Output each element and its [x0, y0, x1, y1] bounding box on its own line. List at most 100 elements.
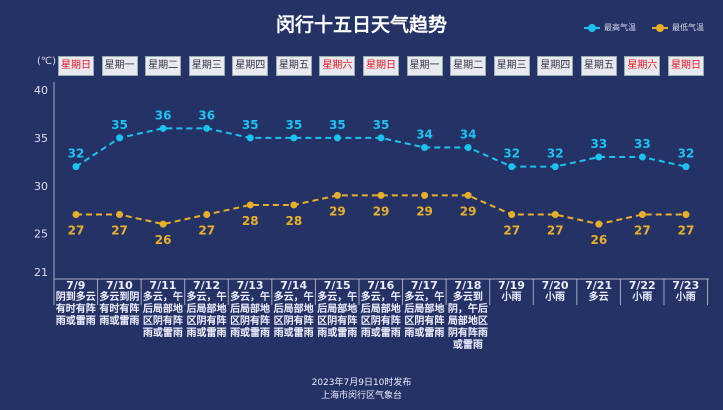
date-label: 7/9 [66, 279, 86, 292]
high-temp-point[interactable] [116, 134, 124, 142]
weekday-label: 星期二 [145, 56, 182, 76]
condition-text: 多云到阴有时有阵雨或雷雨 [99, 292, 140, 327]
date-label: 7/18 [454, 279, 482, 292]
date-label: 7/12 [193, 279, 220, 292]
low-temp-label: 29 [329, 204, 346, 218]
condition-text: 多云，午后局部地区阴有阵雨或雷雨 [360, 292, 401, 339]
condition-text: 多云，午后局部地区阴有阵雨或雷雨 [317, 292, 358, 339]
condition-text: 小雨 [632, 292, 653, 303]
weekday-label: 星期三 [493, 56, 530, 76]
high-temp-label: 33 [634, 137, 651, 151]
condition-text: 多云，午后局部地区阴有阵雨或雷雨 [186, 292, 227, 339]
weekday-label: 星期六 [624, 56, 661, 76]
low-temp-point[interactable] [290, 201, 298, 209]
low-temp-label: 28 [242, 214, 259, 228]
high-temp-point[interactable] [638, 153, 646, 161]
weekday-label: 星期六 [319, 56, 356, 76]
low-temp-line [76, 194, 686, 226]
day-column: 7/19 小雨 [490, 279, 534, 304]
high-temp-point[interactable] [682, 163, 690, 171]
high-temp-point[interactable] [464, 143, 472, 151]
high-temp-point[interactable] [508, 163, 516, 171]
low-temp-label: 27 [547, 224, 564, 238]
high-temp-point[interactable] [159, 124, 167, 132]
date-label: 7/22 [628, 279, 656, 292]
date-label: 7/16 [367, 279, 395, 292]
legend-high-label: 最高气温 [604, 23, 636, 32]
day-column: 7/11 多云，午后局部地区阴有阵雨或雷雨 [141, 279, 185, 340]
day-column: 7/10 多云到阴有时有阵雨或雷雨 [98, 279, 142, 328]
low-temp-point[interactable] [203, 211, 211, 219]
high-temp-label: 34 [416, 127, 433, 141]
high-temp-point[interactable] [290, 134, 298, 142]
date-label: 7/20 [541, 279, 569, 292]
date-label: 7/14 [280, 279, 308, 292]
legend-low[interactable]: 最低气温 [652, 22, 704, 33]
low-temp-point[interactable] [464, 191, 472, 199]
low-temp-label: 29 [460, 204, 477, 218]
low-temp-label: 27 [198, 224, 215, 238]
chart-title: 闵行十五日天气趋势 [275, 14, 447, 36]
weekday-label: 星期一 [406, 56, 443, 76]
high-temp-label: 36 [198, 108, 215, 122]
condition-text: 多云 [588, 292, 609, 303]
low-temp-point[interactable] [638, 211, 646, 219]
low-temp-point[interactable] [333, 191, 341, 199]
high-temp-point[interactable] [551, 163, 559, 171]
high-temp-point[interactable] [595, 153, 603, 161]
weekday-label: 星期二 [450, 56, 487, 76]
high-temp-point[interactable] [333, 134, 341, 142]
weekday-label: 星期四 [232, 56, 269, 76]
condition-text: 多云，午后局部地区阴有阵雨或雷雨 [404, 292, 445, 339]
condition-text: 小雨 [675, 292, 696, 303]
legend-high[interactable]: 最高气温 [584, 22, 636, 33]
low-temp-label: 27 [68, 224, 85, 238]
weekday-label: 星期四 [537, 56, 574, 76]
legend-low-label: 最低气温 [672, 23, 704, 32]
weekday-label: 星期五 [580, 56, 617, 76]
condition-text: 阴到多云有时有阵雨或雷雨 [55, 292, 96, 327]
day-column: 7/17 多云，午后局部地区阴有阵雨或雷雨 [403, 279, 447, 340]
high-temp-point[interactable] [246, 134, 254, 142]
legend-low-marker [652, 23, 668, 32]
low-temp-point[interactable] [551, 211, 559, 219]
high-temp-label: 35 [285, 118, 302, 132]
high-temp-point[interactable] [72, 163, 80, 171]
low-temp-label: 26 [590, 233, 607, 247]
low-temp-point[interactable] [159, 220, 167, 228]
date-label: 7/11 [149, 279, 177, 292]
high-temp-label: 32 [678, 147, 695, 161]
legend-high-marker [584, 23, 600, 32]
high-temp-label: 33 [590, 137, 607, 151]
low-temp-point[interactable] [421, 191, 429, 199]
low-temp-point[interactable] [246, 201, 254, 209]
high-temp-label: 34 [460, 127, 477, 141]
y-tick-label: 21 [34, 266, 48, 279]
day-column: 7/16 多云，午后局部地区阴有阵雨或雷雨 [359, 279, 403, 340]
y-tick-label: 30 [34, 180, 48, 193]
low-temp-label: 27 [634, 224, 651, 238]
low-temp-point[interactable] [377, 191, 385, 199]
condition-text: 多云，午后局部地区阴有阵雨或雷雨 [230, 292, 271, 339]
high-temp-label: 35 [111, 118, 128, 132]
high-temp-point[interactable] [377, 134, 385, 142]
publish-time: 2023年7月9日10时发布 [311, 378, 412, 388]
low-temp-label: 26 [155, 233, 172, 247]
low-temp-point[interactable] [116, 211, 124, 219]
day-column: 7/14 多云，午后局部地区阴有阵雨或雷雨 [272, 279, 316, 340]
weekday-label: 星期一 [101, 56, 138, 76]
high-temp-point[interactable] [421, 143, 429, 151]
high-temp-point[interactable] [203, 124, 211, 132]
weekday-label: 星期日 [362, 56, 399, 76]
y-tick-label: 25 [34, 228, 48, 241]
date-label: 7/23 [672, 279, 700, 292]
low-temp-point[interactable] [508, 211, 516, 219]
day-column: 7/21 多云 [577, 279, 621, 304]
low-temp-point[interactable] [682, 211, 690, 219]
day-column: 7/18 多云到阴，午后局部地区阴有阵雨或雷雨 [446, 279, 490, 352]
low-temp-point[interactable] [595, 220, 603, 228]
source-label: 上海市闵行区气象台 [320, 391, 402, 401]
low-temp-label: 29 [416, 204, 433, 218]
high-temp-label: 32 [503, 147, 520, 161]
low-temp-point[interactable] [72, 211, 80, 219]
